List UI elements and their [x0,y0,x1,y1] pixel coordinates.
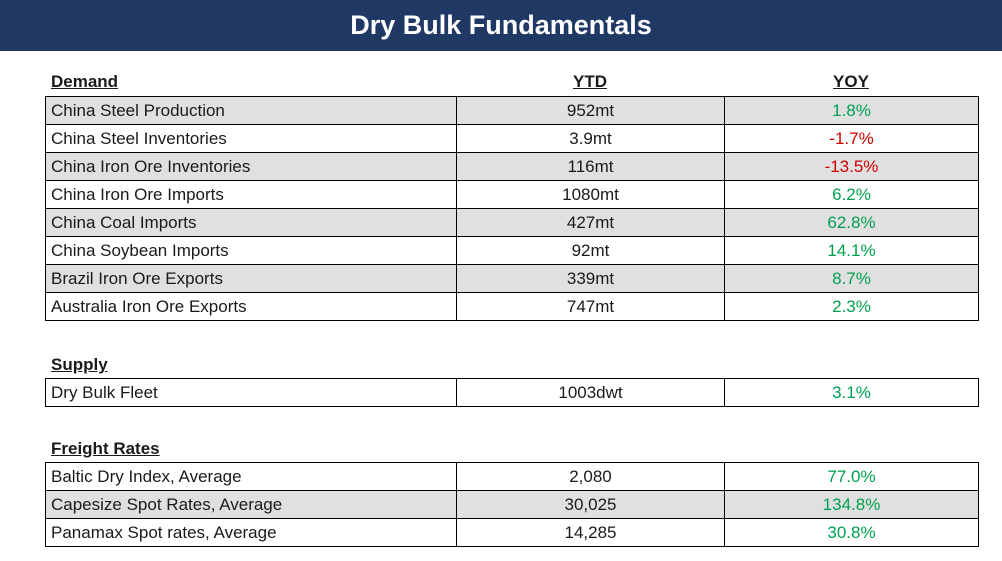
ytd-value: 14,285 [456,518,725,547]
ytd-value: 1080mt [456,180,725,209]
row-label: China Steel Inventories [45,124,457,153]
ytd-value: 3.9mt [456,124,725,153]
yoy-value: 3.1% [724,378,979,407]
demand-heading: Demand [51,72,119,91]
yoy-value: 6.2% [724,180,979,209]
ytd-value: 92mt [456,236,725,265]
row-label: China Steel Production [45,96,457,125]
page-title: Dry Bulk Fundamentals [0,0,1002,51]
ytd-value: 116mt [456,152,725,181]
table-row: Dry Bulk Fleet 1003dwt 3.1% [45,378,979,407]
row-label: Panamax Spot rates, Average [45,518,457,547]
ytd-column-header: YTD [573,72,607,91]
row-label: China Iron Ore Imports [45,180,457,209]
row-label: China Coal Imports [45,208,457,237]
table-row: China Iron Ore Inventories 116mt -13.5% [45,152,979,181]
demand-table: China Steel Production 952mt 1.8% China Ste… [45,96,979,321]
table-row: Panamax Spot rates, Average 14,285 30.8% [45,518,979,547]
supply-heading: Supply [51,355,108,374]
supply-table: Dry Bulk Fleet 1003dwt 3.1% [45,378,979,407]
yoy-value: -1.7% [724,124,979,153]
table-row: China Iron Ore Imports 1080mt 6.2% [45,180,979,209]
table-row: China Coal Imports 427mt 62.8% [45,208,979,237]
yoy-value: 14.1% [724,236,979,265]
freight-heading: Freight Rates [51,439,160,458]
yoy-value: 2.3% [724,292,979,321]
table-row: China Soybean Imports 92mt 14.1% [45,236,979,265]
ytd-value: 1003dwt [456,378,725,407]
freight-table: Baltic Dry Index, Average 2,080 77.0% Capes… [45,462,979,547]
table-row: China Steel Production 952mt 1.8% [45,96,979,125]
yoy-value: 62.8% [724,208,979,237]
row-label: Brazil Iron Ore Exports [45,264,457,293]
yoy-value: 134.8% [724,490,979,519]
table-row: China Steel Inventories 3.9mt -1.7% [45,124,979,153]
yoy-value: 1.8% [724,96,979,125]
row-label: Capesize Spot Rates, Average [45,490,457,519]
table-row: Capesize Spot Rates, Average 30,025 134.8% [45,490,979,519]
row-label: Dry Bulk Fleet [45,378,457,407]
table-row: Brazil Iron Ore Exports 339mt 8.7% [45,264,979,293]
row-label: Australia Iron Ore Exports [45,292,457,321]
ytd-value: 2,080 [456,462,725,491]
row-label: Baltic Dry Index, Average [45,462,457,491]
ytd-value: 952mt [456,96,725,125]
yoy-value: -13.5% [724,152,979,181]
yoy-column-header: YOY [833,72,869,91]
ytd-value: 427mt [456,208,725,237]
ytd-value: 339mt [456,264,725,293]
ytd-value: 747mt [456,292,725,321]
row-label: China Iron Ore Inventories [45,152,457,181]
table-row: Australia Iron Ore Exports 747mt 2.3% [45,292,979,321]
ytd-value: 30,025 [456,490,725,519]
table-row: Baltic Dry Index, Average 2,080 77.0% [45,462,979,491]
row-label: China Soybean Imports [45,236,457,265]
yoy-value: 30.8% [724,518,979,547]
yoy-value: 77.0% [724,462,979,491]
yoy-value: 8.7% [724,264,979,293]
